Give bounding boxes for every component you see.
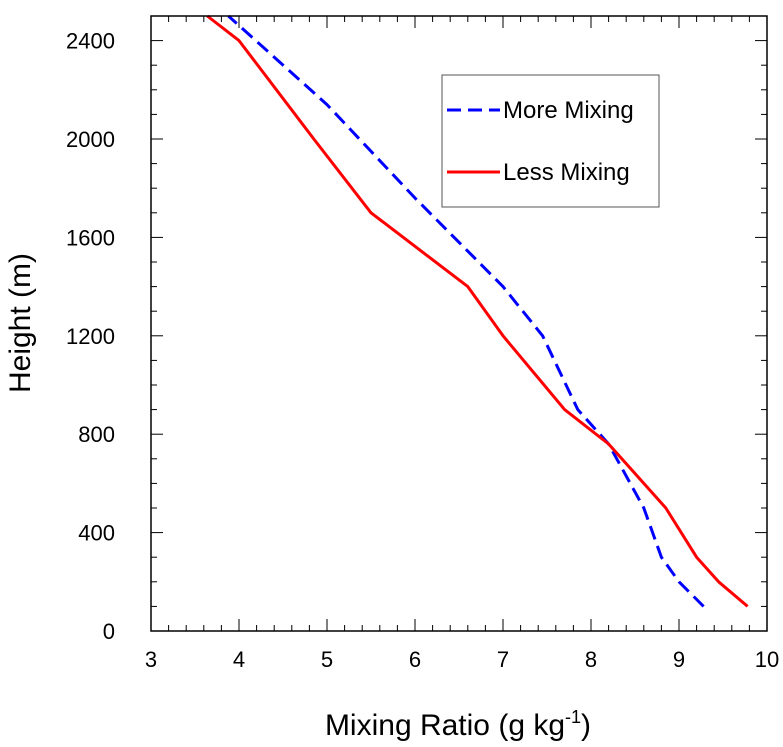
plot-frame: [150, 15, 768, 632]
x-axis-title-superscript: -1: [565, 707, 581, 727]
legend: More Mixing Less Mixing: [441, 74, 660, 208]
x-axis-title: Mixing Ratio (g kg-1): [325, 707, 591, 742]
x-tick-label: 4: [233, 647, 245, 672]
series-layer: [206, 14, 749, 608]
minor-ticks: [151, 15, 767, 631]
series-line-less-mixing: [206, 14, 749, 608]
x-tick-label: 8: [585, 647, 597, 672]
legend-label-less-mixing: Less Mixing: [503, 159, 630, 186]
x-tick-label: 7: [497, 647, 509, 672]
x-tick-label: 10: [755, 647, 779, 672]
x-tick-label: 5: [321, 647, 333, 672]
series-line-more-mixing: [227, 14, 705, 608]
legend-label-more-mixing: More Mixing: [503, 97, 634, 124]
y-tick-label: 2000: [66, 127, 115, 152]
y-tick-label: 1600: [66, 225, 115, 250]
x-tick-label: 3: [145, 647, 157, 672]
x-tick-label: 6: [409, 647, 421, 672]
y-tick-labels: 0 400 800 1200 1600 2000 2400: [66, 29, 115, 644]
x-tick-label: 9: [673, 647, 685, 672]
y-tick-label: 400: [78, 521, 115, 546]
y-tick-label: 800: [78, 422, 115, 447]
x-axis-title-close: ): [581, 709, 591, 742]
y-tick-label: 0: [103, 619, 115, 644]
x-tick-labels: 3 4 5 6 7 8 9 10: [145, 647, 779, 672]
x-axis-title-main: Mixing Ratio (g kg: [325, 709, 565, 742]
legend-box: [441, 74, 660, 208]
y-tick-label: 2400: [66, 29, 115, 54]
y-axis-title: Height (m): [4, 253, 37, 393]
y-tick-label: 1200: [66, 324, 115, 349]
